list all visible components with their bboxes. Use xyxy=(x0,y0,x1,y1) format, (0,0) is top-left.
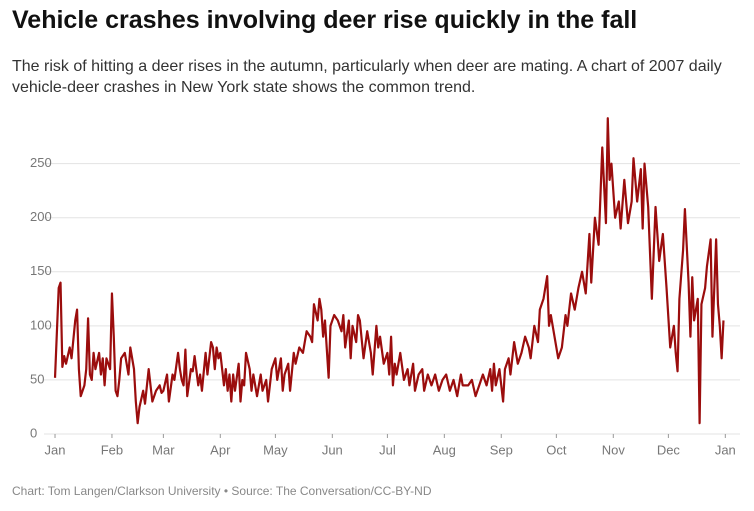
x-tick-label: Sep xyxy=(490,442,513,457)
x-tick-label: Jun xyxy=(322,442,343,457)
x-tick-label: Nov xyxy=(602,442,626,457)
x-tick-label: Jan xyxy=(45,442,66,457)
x-tick-label: Feb xyxy=(101,442,123,457)
x-tick-label: Mar xyxy=(152,442,175,457)
chart-title: Vehicle crashes involving deer rise quic… xyxy=(12,6,638,34)
y-tick-label: 50 xyxy=(30,371,44,386)
x-tick-label: Apr xyxy=(210,442,231,457)
chart-subtitle: The risk of hitting a deer rises in the … xyxy=(12,58,722,96)
x-tick-label: Dec xyxy=(657,442,681,457)
y-tick-label: 150 xyxy=(30,263,52,278)
y-tick-label: 200 xyxy=(30,209,52,224)
chart: 0 50 100 150 200 250 Jan Feb Mar Apr May Jun Jul Aug S… xyxy=(30,117,740,457)
x-tick-label: May xyxy=(263,442,288,457)
data-line xyxy=(53,117,725,425)
x-tick-label: Aug xyxy=(433,442,456,457)
y-tick-label: 250 xyxy=(30,155,52,170)
y-tick-label: 0 xyxy=(30,425,37,440)
x-tick-label: Jan xyxy=(715,442,736,457)
x-tick-label: Jul xyxy=(379,442,396,457)
x-tick-label: Oct xyxy=(546,442,567,457)
chart-source: Chart: Tom Langen/Clarkson University • … xyxy=(12,484,432,498)
y-tick-label: 100 xyxy=(30,317,52,332)
